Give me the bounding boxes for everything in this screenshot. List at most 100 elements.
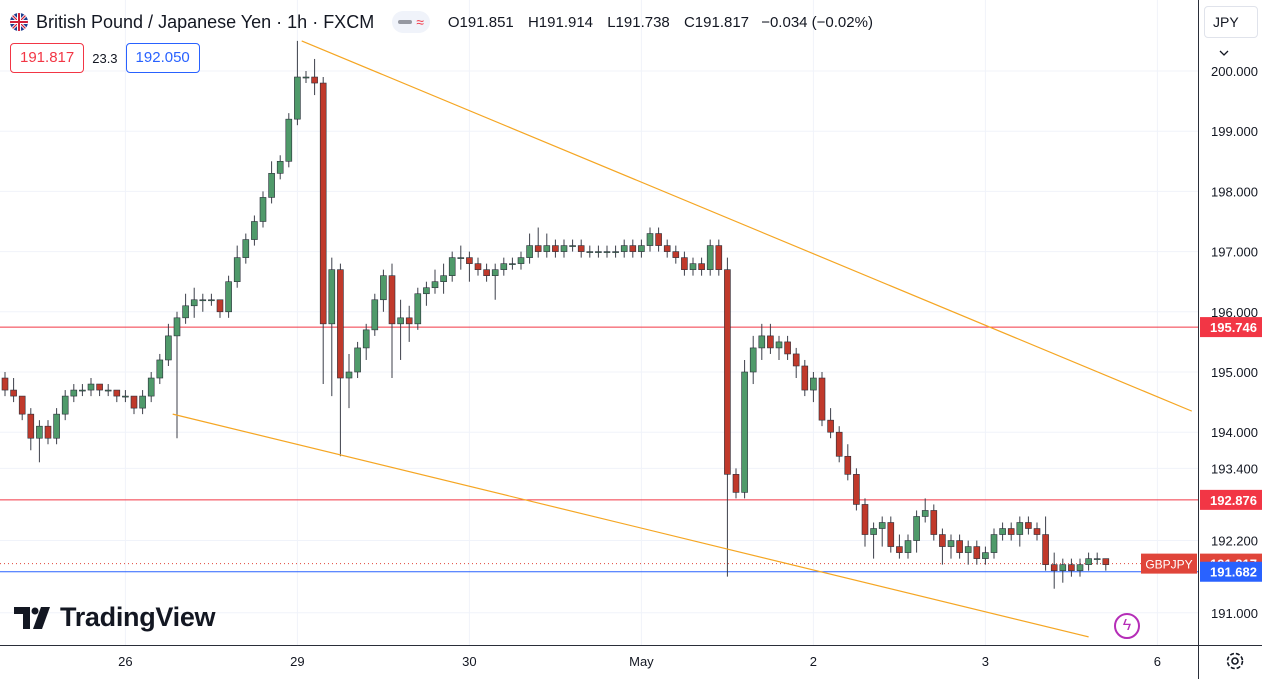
candle: [921, 498, 929, 523]
candle-body: [448, 257, 456, 276]
candle-body: [620, 245, 628, 252]
candle: [27, 408, 35, 451]
candle: [560, 239, 568, 258]
candle-body: [887, 522, 895, 547]
close-value: 191.817: [694, 13, 750, 31]
candle: [947, 534, 955, 559]
candle: [767, 323, 774, 354]
low-value: 191.738: [615, 13, 670, 31]
candle: [1050, 552, 1058, 589]
candle: [964, 540, 972, 565]
candle: [10, 378, 17, 403]
settings-gear-icon[interactable]: [1224, 650, 1246, 672]
symbol-title[interactable]: British Pound / Japanese Yen · 1h · FXCM: [36, 11, 375, 32]
indicator-visibility-pill[interactable]: ≈: [392, 11, 430, 33]
sell-price-box[interactable]: 191.817: [10, 43, 85, 73]
y-tick-label: 193.400: [1211, 461, 1258, 476]
y-tick-label: 194.000: [1211, 425, 1258, 440]
candle: [216, 299, 224, 318]
wave-icon[interactable]: ≈: [416, 14, 424, 30]
candle-body: [990, 534, 998, 553]
candle-body: [294, 76, 301, 120]
candle: [199, 293, 207, 312]
candle-body: [526, 245, 533, 258]
candle: [414, 287, 422, 330]
hide-icon[interactable]: [398, 20, 413, 24]
candle: [79, 384, 86, 397]
y-tick-label: 200.000: [1211, 64, 1258, 79]
candle-body: [689, 263, 697, 270]
candle: [1, 372, 9, 397]
currency-button[interactable]: JPY: [1204, 6, 1258, 57]
candle: [345, 353, 353, 409]
candle-body: [741, 371, 748, 493]
candle-body: [964, 546, 972, 553]
candle-body: [104, 389, 112, 392]
candle-body: [130, 395, 138, 409]
candle: [784, 335, 791, 360]
candle: [870, 522, 877, 559]
candle-body: [560, 245, 568, 252]
close-key: C: [683, 13, 695, 31]
candle-body: [758, 335, 766, 349]
candle: [457, 245, 465, 270]
candle-body: [36, 425, 43, 439]
candle-body: [724, 269, 731, 475]
candle: [1033, 522, 1041, 541]
buy-price-box[interactable]: 192.050: [125, 43, 200, 73]
candle-body: [672, 251, 680, 258]
candle: [268, 161, 275, 204]
candle-body: [1093, 558, 1101, 560]
currency-label: JPY: [1213, 14, 1239, 30]
candle-body: [431, 281, 439, 289]
candle: [225, 275, 232, 318]
candle: [896, 534, 903, 559]
x-tick-label: 26: [118, 654, 132, 669]
candle-body: [646, 233, 654, 246]
candle-body: [405, 317, 413, 325]
candle-body: [853, 474, 860, 505]
candle-body: [225, 281, 232, 313]
candle: [156, 353, 164, 385]
candle-body: [139, 395, 146, 409]
candle-body: [483, 269, 490, 276]
candle-body: [1059, 564, 1067, 571]
candle-body: [190, 299, 198, 307]
x-tick-label: 2: [810, 654, 817, 669]
candle: [990, 528, 998, 559]
candle-body: [870, 528, 877, 535]
candle: [233, 245, 241, 288]
candle: [259, 191, 267, 228]
tradingview-logo[interactable]: TradingView: [14, 602, 216, 633]
ask-price-tag: 191.682: [1210, 565, 1257, 580]
candle-body: [517, 257, 525, 264]
candle: [792, 347, 800, 379]
candle: [242, 233, 250, 264]
candle: [517, 251, 525, 270]
candle: [70, 384, 78, 403]
candle-body: [345, 371, 353, 379]
candle-body: [276, 161, 284, 174]
change-value: −0.034 (−0.02%): [761, 13, 873, 31]
candle-body: [302, 76, 310, 79]
candle: [354, 341, 361, 379]
candle-body: [973, 546, 981, 559]
y-tick-label: 192.200: [1211, 534, 1258, 549]
candle: [620, 239, 628, 258]
lightning-icon[interactable]: ϟ: [1114, 613, 1140, 639]
candle: [104, 384, 112, 397]
candle-body: [775, 341, 783, 349]
candle-body: [1085, 558, 1092, 565]
candle-body: [27, 413, 35, 439]
candle: [646, 227, 654, 252]
candle-body: [337, 269, 344, 379]
candle: [715, 239, 723, 276]
open-value: 191.851: [459, 13, 514, 31]
candle: [818, 372, 826, 427]
candle: [663, 239, 671, 258]
candle: [423, 281, 430, 306]
candle-body: [182, 305, 189, 319]
candle: [113, 389, 121, 403]
candle-body: [1068, 564, 1075, 571]
